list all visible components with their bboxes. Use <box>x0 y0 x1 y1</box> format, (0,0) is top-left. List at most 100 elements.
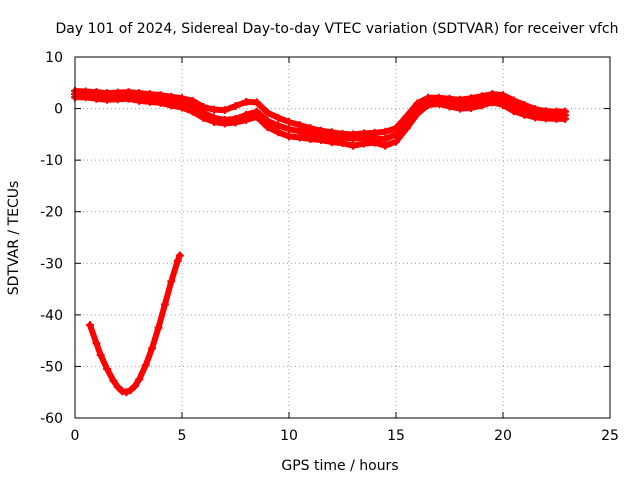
data-point <box>317 126 326 135</box>
data-point <box>541 107 550 116</box>
data-point <box>466 104 475 113</box>
data-point <box>456 95 465 104</box>
data-point <box>173 256 182 265</box>
data-point <box>488 98 497 107</box>
x-tick-label: 20 <box>494 428 512 444</box>
y-tick-label: 10 <box>45 50 63 66</box>
data-point <box>145 97 154 106</box>
data-point <box>220 106 229 115</box>
y-tick-label: -30 <box>40 256 63 272</box>
data-point <box>103 89 112 98</box>
data-point <box>359 139 368 148</box>
data-point <box>167 277 176 286</box>
data-point <box>338 129 347 138</box>
data-point <box>263 108 272 117</box>
plot-frame <box>74 56 611 419</box>
data-point <box>220 119 229 128</box>
data-point <box>349 130 358 139</box>
data-point <box>188 107 197 116</box>
data-point <box>402 112 411 121</box>
data-point <box>122 388 131 397</box>
data-point <box>561 107 570 116</box>
data-point <box>402 124 411 133</box>
x-tick-label: 10 <box>280 428 298 444</box>
data-point <box>154 323 163 332</box>
data-point <box>274 128 283 137</box>
data-point <box>509 107 518 116</box>
data-point <box>109 376 118 385</box>
data-point <box>92 94 101 103</box>
data-point <box>135 96 144 105</box>
data-point <box>413 109 422 118</box>
data-point <box>306 134 315 143</box>
x-tick-label: 25 <box>601 428 619 444</box>
data-point <box>175 251 184 260</box>
chart-title: Day 101 of 2024, Sidereal Day-to-day VTE… <box>55 21 618 37</box>
data-point <box>381 134 390 143</box>
data-point <box>252 112 261 121</box>
data-point <box>413 99 422 108</box>
data-point <box>113 95 122 104</box>
data-point <box>327 138 336 147</box>
data-point <box>242 97 251 106</box>
data-point <box>466 94 475 103</box>
data-point <box>160 300 169 309</box>
x-axis-label: GPS time / hours <box>281 458 398 474</box>
data-point <box>509 96 518 105</box>
data-point <box>499 91 507 100</box>
data-point <box>274 113 283 122</box>
y-tick-label: -50 <box>40 359 63 375</box>
data-point <box>124 94 133 103</box>
data-point <box>285 117 293 126</box>
y-axis-label: SDTVAR / TECUs <box>6 181 22 296</box>
data-point <box>263 123 272 132</box>
y-tick-label: -40 <box>40 308 63 324</box>
data-point <box>274 121 283 130</box>
data-point <box>381 141 390 150</box>
data-point <box>148 344 157 353</box>
data-point <box>295 133 304 142</box>
y-tick-label: -20 <box>40 205 63 221</box>
data-point <box>285 125 293 134</box>
data-point <box>199 113 208 122</box>
data-point <box>561 114 570 123</box>
data-point <box>424 100 433 109</box>
data-point <box>113 88 122 97</box>
data-point <box>130 382 139 391</box>
data-point <box>456 104 465 113</box>
data-point <box>370 128 379 137</box>
data-point <box>424 93 433 102</box>
data-point <box>210 117 219 126</box>
data-point <box>103 95 112 104</box>
data-point <box>210 105 219 114</box>
data-marks <box>71 87 570 397</box>
x-tick-label: 5 <box>178 428 187 444</box>
y-tick-label: -10 <box>40 153 63 169</box>
data-point <box>167 101 176 110</box>
data-point <box>327 128 336 137</box>
data-point <box>477 101 486 110</box>
data-point <box>338 139 347 148</box>
data-point <box>295 121 304 130</box>
data-point <box>541 114 550 123</box>
data-point <box>285 132 293 141</box>
data-point <box>199 103 208 112</box>
data-point <box>141 361 150 370</box>
data-point <box>118 387 127 396</box>
data-point <box>552 114 561 123</box>
y-tick-label: -60 <box>40 411 63 427</box>
data-point <box>178 103 186 112</box>
series-line-arc <box>86 252 183 396</box>
data-point <box>242 115 251 124</box>
data-point <box>370 138 379 147</box>
data-point <box>520 100 529 109</box>
axis-ticks: 0 5 10 15 20 25 -60 -50 -40 -30 -20 -10 0 10 <box>40 50 619 444</box>
data-point <box>85 321 94 330</box>
data-point <box>306 124 315 133</box>
data-point <box>145 90 154 99</box>
data-point <box>156 98 165 107</box>
data-point <box>81 93 90 102</box>
data-point <box>156 91 165 100</box>
